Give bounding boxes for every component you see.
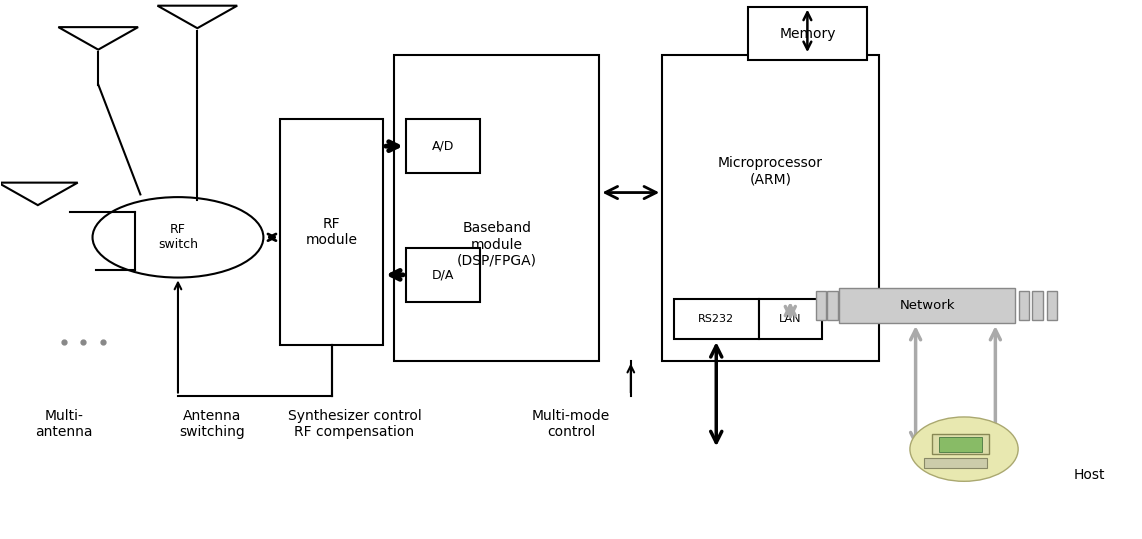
Text: Microprocessor
(ARM): Microprocessor (ARM) [718,156,823,186]
Bar [932,434,989,454]
Text: Network: Network [899,299,955,312]
Text: Baseband
module
(DSP/FPGA): Baseband module (DSP/FPGA) [457,222,537,268]
Bar [815,292,826,320]
Text: Synthesizer control
RF compensation: Synthesizer control RF compensation [288,409,421,439]
Bar [405,119,480,173]
Bar [924,458,987,468]
Text: Antenna
switching: Antenna switching [179,409,246,439]
Bar [939,437,982,452]
Text: Multi-
antenna: Multi- antenna [35,409,93,439]
Bar [1019,292,1029,320]
Text: D/A: D/A [432,268,455,281]
Bar [838,288,1015,323]
Bar [1032,292,1043,320]
Bar [674,299,759,339]
Text: LAN: LAN [779,314,802,324]
Bar [405,248,480,302]
Bar [281,119,383,344]
Text: A/D: A/D [432,140,455,153]
Bar [1047,292,1057,320]
Bar [394,55,600,361]
Ellipse shape [910,417,1019,481]
Text: Memory: Memory [779,26,836,40]
Text: RF
switch: RF switch [158,223,198,251]
Text: Multi-mode
control: Multi-mode control [532,409,610,439]
Text: RF
module: RF module [306,217,357,247]
Text: Host: Host [1073,468,1105,482]
Polygon shape [158,6,238,28]
Bar [748,7,867,60]
Polygon shape [58,27,138,50]
Bar [662,55,878,361]
Bar [827,292,837,320]
Circle shape [93,197,264,278]
Bar [759,299,821,339]
Text: RS232: RS232 [698,314,734,324]
Polygon shape [0,183,78,205]
